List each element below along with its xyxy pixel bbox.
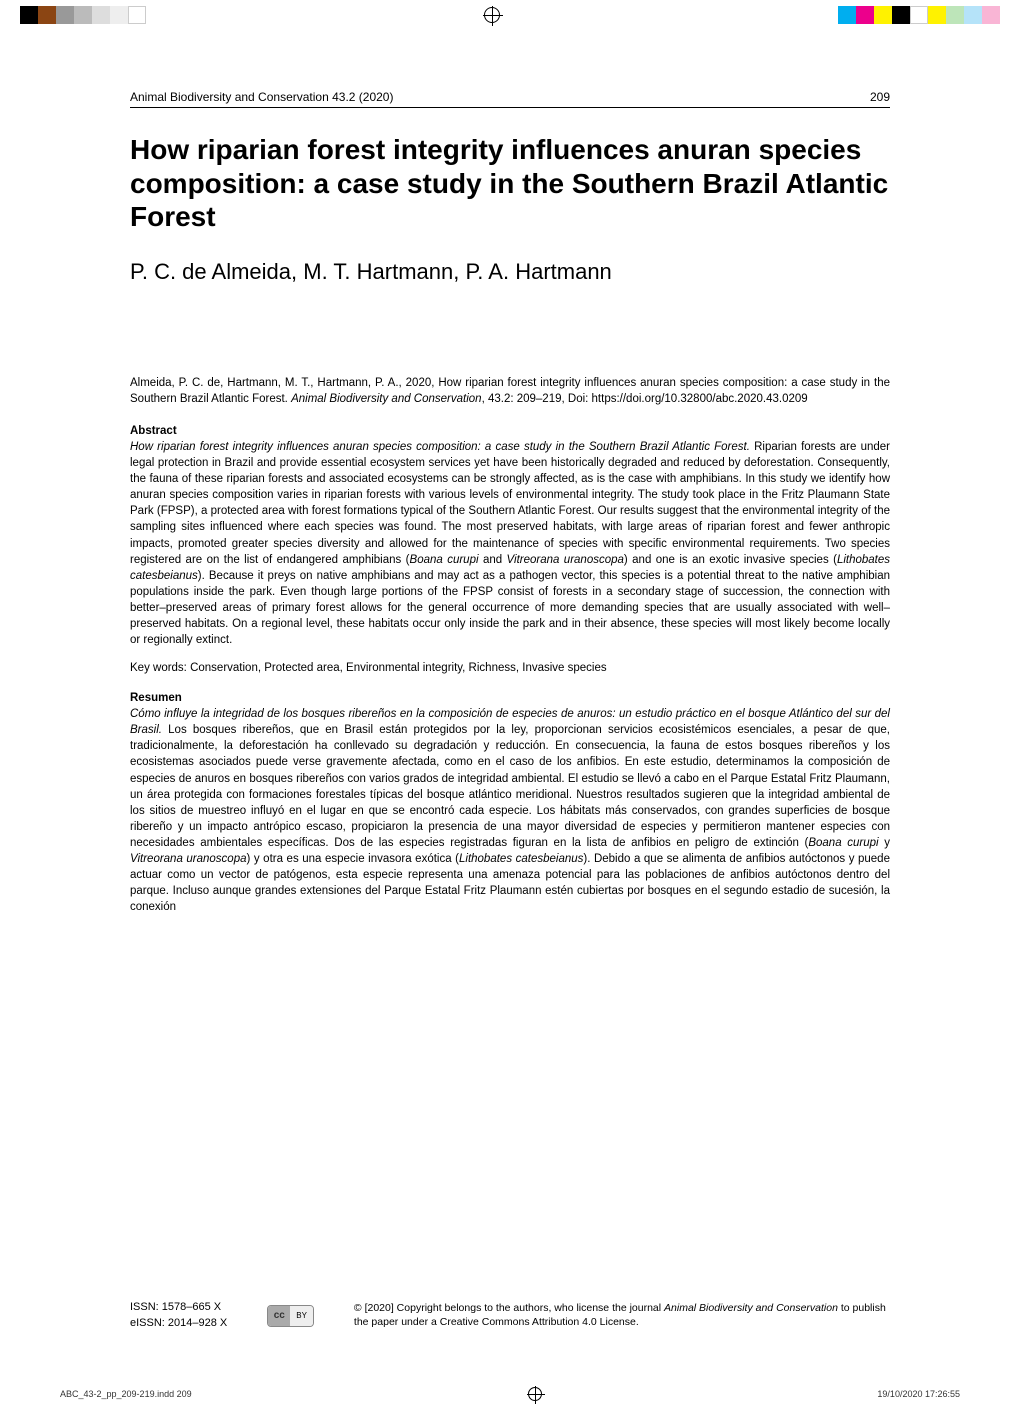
- page-footer: ISSN: 1578–665 X eISSN: 2014–928 X cc BY…: [130, 1300, 890, 1331]
- header-line: Animal Biodiversity and Conservation 43.…: [130, 90, 890, 108]
- registration-mark-icon: [484, 7, 500, 23]
- abstract-sp1: Boana curupi: [410, 554, 479, 566]
- print-timestamp: 19/10/2020 17:26:55: [877, 1389, 960, 1399]
- print-footer: ABC_43-2_pp_209-219.indd 209 19/10/2020 …: [0, 1387, 1020, 1401]
- resumen-heading: Resumen: [130, 692, 890, 704]
- issn-block: ISSN: 1578–665 X eISSN: 2014–928 X: [130, 1300, 227, 1331]
- copyright-1: © [2020] Copyright belongs to the author…: [354, 1302, 664, 1314]
- page-content: Animal Biodiversity and Conservation 43.…: [130, 90, 890, 1331]
- copyright-journal: Animal Biodiversity and Conservation: [664, 1302, 838, 1314]
- abstract-heading: Abstract: [130, 425, 890, 437]
- cc-icon: cc: [268, 1305, 290, 1327]
- citation-rest: , 43.2: 209–219, Doi: https://doi.org/10…: [482, 393, 808, 405]
- registration-mark-bottom-icon: [528, 1387, 542, 1401]
- file-info: ABC_43-2_pp_209-219.indd 209: [60, 1389, 192, 1399]
- issn: ISSN: 1578–665 X: [130, 1300, 227, 1315]
- resumen-sp2: Vitreorana uranoscopa: [130, 853, 247, 865]
- resumen-text: Cómo influye la integridad de los bosque…: [130, 706, 890, 915]
- page-number: 209: [870, 90, 890, 104]
- resumen-y: y: [879, 837, 890, 849]
- citation-journal: Animal Biodiversity and Conservation: [291, 393, 481, 405]
- journal-header: Animal Biodiversity and Conservation 43.…: [130, 90, 393, 104]
- resumen-mid: ) y otra es una especie invasora exótica…: [247, 853, 460, 865]
- authors: P. C. de Almeida, M. T. Hartmann, P. A. …: [130, 259, 890, 285]
- keywords-text: Conservation, Protected area, Environmen…: [190, 662, 607, 674]
- abstract-mid: ) and one is an exotic invasive species …: [624, 554, 837, 566]
- abstract-and: and: [479, 554, 507, 566]
- cc-by-icon: BY: [290, 1305, 313, 1327]
- article-title: How riparian forest integrity influences…: [130, 133, 890, 234]
- abstract-body: Riparian forests are under legal protect…: [130, 441, 890, 566]
- color-bar-left: [20, 6, 146, 24]
- abstract-text: How riparian forest integrity influences…: [130, 439, 890, 648]
- cc-badge-icon: cc BY: [267, 1305, 314, 1327]
- eissn: eISSN: 2014–928 X: [130, 1316, 227, 1331]
- keywords: Key words: Conservation, Protected area,…: [130, 662, 890, 674]
- printer-marks-top: [0, 0, 1020, 30]
- abstract-sp2: Vitreorana uranoscopa: [507, 554, 624, 566]
- copyright-text: © [2020] Copyright belongs to the author…: [354, 1302, 890, 1329]
- keywords-label: Key words:: [130, 662, 190, 674]
- abstract-body2: ). Because it preys on native amphibians…: [130, 570, 890, 646]
- abstract-title: How riparian forest integrity influences…: [130, 441, 754, 453]
- resumen-sp1: Boana curupi: [808, 837, 878, 849]
- resumen-sp3: Lithobates catesbeianus: [459, 853, 583, 865]
- resumen-body: Los bosques ribereños, que en Brasil est…: [130, 724, 890, 849]
- color-bar-right: [838, 6, 1000, 24]
- citation: Almeida, P. C. de, Hartmann, M. T., Hart…: [130, 375, 890, 407]
